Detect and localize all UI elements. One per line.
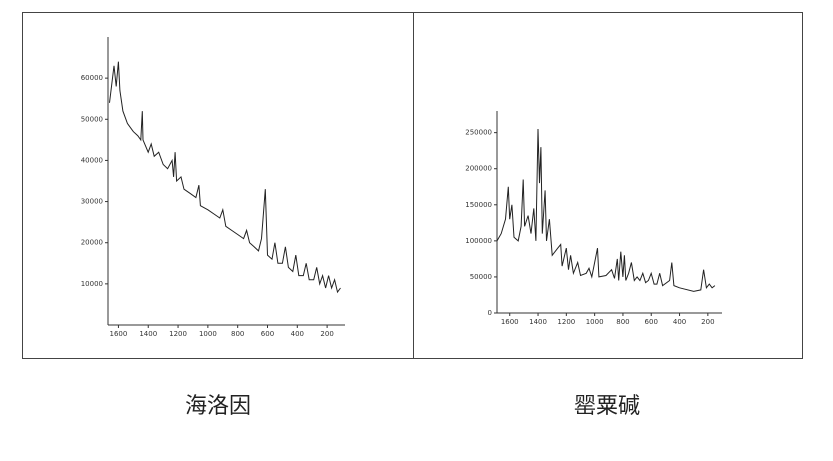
y-tick-label: 250000: [465, 129, 492, 137]
x-tick-label: 200: [701, 318, 714, 326]
y-tick-label: 0: [488, 309, 492, 317]
x-tick-label: 1200: [557, 318, 575, 326]
x-tick-label: 400: [673, 318, 686, 326]
y-tick-label: 10000: [81, 280, 103, 288]
x-tick-label: 1000: [199, 330, 217, 338]
x-tick-label: 400: [291, 330, 304, 338]
x-tick-label: 1400: [529, 318, 547, 326]
caption: 罂粟碱: [574, 394, 640, 419]
x-tick-label: 1600: [501, 318, 519, 326]
y-tick-label: 40000: [81, 156, 103, 164]
y-tick-label: 50000: [81, 115, 103, 123]
y-tick-label: 30000: [81, 198, 103, 206]
caption: 海洛因: [185, 394, 251, 419]
x-tick-label: 600: [261, 330, 274, 338]
x-tick-label: 1000: [586, 318, 604, 326]
y-tick-label: 50000: [470, 273, 492, 281]
y-tick-label: 20000: [81, 239, 103, 247]
y-tick-label: 150000: [465, 201, 492, 209]
x-tick-label: 200: [320, 330, 333, 338]
y-tick-label: 200000: [465, 165, 492, 173]
spectrum-line: [496, 128, 716, 292]
x-tick-label: 1400: [139, 330, 157, 338]
x-tick-label: 600: [645, 318, 658, 326]
y-tick-label: 100000: [465, 237, 492, 245]
x-tick-label: 800: [231, 330, 244, 338]
spectrum-line: [109, 61, 341, 294]
x-tick-label: 1200: [169, 330, 187, 338]
x-tick-label: 1600: [110, 330, 128, 338]
frame: [22, 12, 803, 359]
y-tick-label: 60000: [81, 74, 103, 82]
x-tick-label: 800: [616, 318, 629, 326]
